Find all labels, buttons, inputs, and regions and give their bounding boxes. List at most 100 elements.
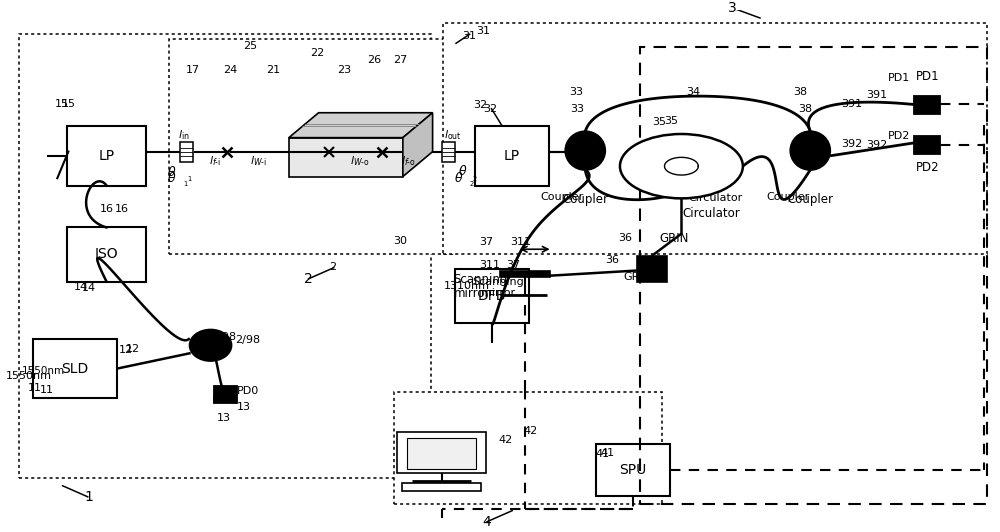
Text: $\theta$: $\theta$: [167, 171, 177, 185]
Bar: [914, 136, 940, 154]
Text: Coupler: Coupler: [787, 194, 833, 206]
Text: $l_{f\text{-i}}$: $l_{f\text{-i}}$: [209, 154, 222, 168]
Bar: [19, 34, 431, 478]
Text: 391: 391: [866, 89, 888, 99]
Text: $l_{W\text{-o}}$: $l_{W\text{-o}}$: [350, 154, 370, 168]
Text: 1550nm: 1550nm: [6, 371, 52, 381]
Text: 15: 15: [62, 99, 76, 109]
Text: 42: 42: [498, 435, 512, 445]
Bar: [914, 96, 940, 114]
Bar: [500, 271, 550, 277]
Text: 26: 26: [367, 55, 381, 65]
Text: $_1$: $_1$: [183, 179, 189, 189]
Text: 32: 32: [483, 104, 497, 114]
Bar: [394, 392, 662, 504]
Text: 13: 13: [237, 402, 251, 412]
Text: 42: 42: [524, 426, 538, 436]
Text: 25: 25: [243, 41, 257, 51]
Bar: [67, 126, 146, 186]
Text: 11: 11: [28, 383, 42, 393]
Bar: [455, 269, 529, 323]
Text: $_1$: $_1$: [187, 174, 192, 184]
Ellipse shape: [565, 131, 605, 170]
Text: GRIN: GRIN: [660, 232, 689, 245]
Text: 2: 2: [329, 262, 336, 272]
Text: mirror: mirror: [481, 288, 515, 298]
Text: Scanning: Scanning: [472, 277, 524, 287]
Text: 1: 1: [84, 490, 93, 504]
Text: 23: 23: [337, 65, 351, 75]
Text: 37: 37: [506, 260, 520, 270]
Text: $l_{W\text{-i}}$: $l_{W\text{-i}}$: [250, 154, 267, 168]
Ellipse shape: [790, 131, 830, 170]
Text: 38: 38: [793, 87, 807, 97]
Text: 311: 311: [510, 237, 531, 247]
Text: PD1: PD1: [915, 70, 939, 84]
Text: 21: 21: [266, 65, 280, 75]
Text: 34: 34: [686, 87, 700, 97]
Text: LP: LP: [504, 149, 520, 163]
Text: 31: 31: [462, 31, 476, 41]
Text: GRIN: GRIN: [624, 272, 652, 282]
Bar: [443, 23, 987, 254]
Text: PD2: PD2: [915, 161, 939, 174]
Ellipse shape: [190, 330, 231, 361]
Text: 32: 32: [473, 100, 487, 110]
Text: 4: 4: [482, 515, 491, 529]
Text: 391: 391: [841, 99, 862, 109]
Text: 11: 11: [40, 386, 54, 395]
Text: 35: 35: [664, 116, 678, 126]
Text: 41: 41: [600, 448, 614, 458]
Text: ISO: ISO: [95, 247, 118, 261]
Text: Circulator: Circulator: [688, 193, 742, 203]
Text: 3: 3: [728, 1, 737, 15]
Polygon shape: [289, 113, 433, 138]
Text: 37: 37: [479, 237, 493, 247]
Text: 36: 36: [618, 233, 632, 243]
Text: 2/98: 2/98: [235, 335, 260, 345]
Text: 392: 392: [841, 139, 863, 149]
Text: 392: 392: [866, 140, 888, 151]
Text: $\theta$: $\theta$: [167, 165, 177, 179]
Text: 36: 36: [605, 255, 619, 264]
Text: 41: 41: [595, 450, 609, 459]
Bar: [442, 142, 455, 162]
Text: LP: LP: [98, 149, 115, 163]
Text: $\theta$: $\theta$: [458, 164, 467, 178]
Text: 1550nm: 1550nm: [22, 366, 65, 376]
Text: Coupler: Coupler: [541, 193, 584, 202]
Bar: [67, 227, 146, 281]
Text: 33: 33: [570, 104, 584, 114]
Text: 1310nm: 1310nm: [444, 280, 490, 290]
Text: $_2$: $_2$: [472, 173, 478, 184]
Polygon shape: [289, 138, 403, 177]
Text: 22: 22: [310, 48, 325, 58]
Text: 24: 24: [223, 65, 238, 75]
Bar: [169, 39, 456, 254]
Text: SPU: SPU: [619, 463, 646, 477]
Text: PD2: PD2: [888, 131, 911, 141]
Bar: [180, 142, 193, 162]
Bar: [407, 438, 476, 469]
Text: mirror: mirror: [453, 287, 490, 301]
Text: SLD: SLD: [61, 362, 88, 376]
Text: 17: 17: [186, 65, 200, 75]
Bar: [402, 483, 481, 491]
Circle shape: [620, 134, 743, 198]
Polygon shape: [403, 113, 433, 177]
Text: $l_{\mathrm{in}}$: $l_{\mathrm{in}}$: [178, 128, 190, 142]
Text: 27: 27: [393, 55, 407, 65]
Text: PD0: PD0: [212, 395, 235, 405]
Text: 12: 12: [119, 345, 133, 355]
Text: 33: 33: [569, 87, 583, 97]
Text: 12: 12: [126, 344, 140, 354]
Text: PD1: PD1: [888, 73, 911, 83]
Bar: [33, 339, 117, 398]
Text: 30: 30: [393, 236, 407, 246]
Text: $l_{f\text{-o}}$: $l_{f\text{-o}}$: [401, 154, 416, 168]
Text: Scanning: Scanning: [453, 273, 508, 286]
Bar: [214, 386, 237, 403]
Text: 13: 13: [216, 413, 230, 423]
Text: 35: 35: [653, 117, 667, 127]
Text: 14: 14: [74, 281, 88, 292]
